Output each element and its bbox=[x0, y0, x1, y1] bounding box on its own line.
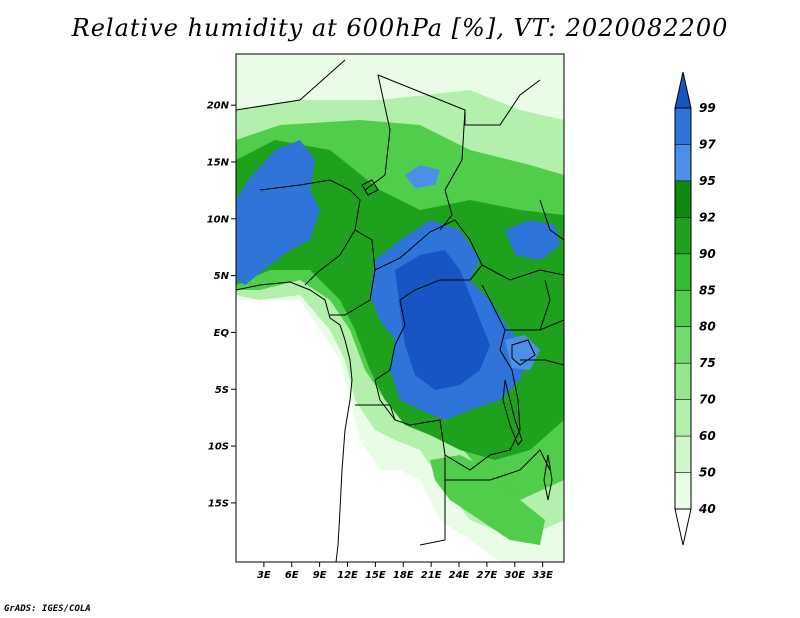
lon-tick-label: 27E bbox=[477, 570, 498, 581]
border-sudan-ethiopia bbox=[465, 79, 564, 241]
colorbar-segment bbox=[675, 290, 691, 327]
colorbar-segment bbox=[675, 253, 691, 291]
lon-tick-label: 12E bbox=[337, 570, 358, 581]
rh-region-95-southeast bbox=[505, 335, 540, 370]
colorbar-label: 75 bbox=[699, 356, 716, 370]
colorbar-label: 40 bbox=[698, 502, 716, 516]
border-algeria-niger bbox=[236, 59, 346, 111]
lat-tick-label: 20N bbox=[207, 101, 230, 112]
country-borders bbox=[236, 59, 564, 562]
colorbar-label: 90 bbox=[699, 247, 716, 261]
colorbar-label: 70 bbox=[699, 393, 716, 407]
colorbar-max-triangle bbox=[674, 71, 692, 109]
lake-chad bbox=[361, 179, 379, 196]
colorbar-min-triangle bbox=[674, 508, 692, 546]
lat-tick-label: 5N bbox=[214, 271, 230, 282]
lat-tick-label: EQ bbox=[214, 328, 230, 339]
lake-malawi bbox=[543, 454, 553, 501]
colorbar-label: 60 bbox=[699, 429, 716, 443]
lake-tanganyika bbox=[502, 379, 523, 446]
map-panel bbox=[236, 54, 564, 562]
colorbar-label: 85 bbox=[699, 283, 716, 297]
lon-tick-label: 3E bbox=[257, 570, 271, 581]
lat-tick-label: 15N bbox=[207, 157, 230, 168]
lat-tick-label: 5S bbox=[215, 385, 229, 396]
colorbar-segment bbox=[675, 436, 691, 473]
border-zambia bbox=[445, 449, 551, 481]
colorbar: 40 50 60 70 75 80 85 90 92 95 97 99 bbox=[674, 71, 716, 546]
lon-tick-label: 6E bbox=[285, 570, 299, 581]
colorbar-label: 50 bbox=[699, 466, 716, 480]
lon-tick-label: 15E bbox=[365, 570, 386, 581]
colorbar-segment bbox=[675, 180, 691, 218]
border-drc bbox=[374, 284, 521, 471]
border-car bbox=[374, 219, 483, 301]
chart-title: Relative humidity at 600hPa [%], VT: 202… bbox=[71, 14, 729, 42]
grads-credit: GrADS: IGES/COLA bbox=[4, 604, 91, 614]
colorbar-label: 97 bbox=[699, 137, 716, 151]
border-cameroon bbox=[330, 229, 376, 316]
rh-region-80-south bbox=[430, 455, 545, 545]
border-angola bbox=[355, 404, 446, 546]
border-nigeria bbox=[259, 179, 361, 286]
rh-region-95-east bbox=[505, 220, 560, 260]
longitude-axis: 3E 6E 9E 12E 15E 18E 21E 24E 27E 30E 33E bbox=[257, 562, 553, 581]
lat-tick-label: 10N bbox=[207, 214, 230, 225]
lon-tick-label: 30E bbox=[504, 570, 525, 581]
rh-region-95-west bbox=[236, 140, 320, 285]
lat-tick-label: 15S bbox=[208, 498, 229, 509]
colorbar-label: 95 bbox=[699, 174, 716, 188]
lon-tick-label: 21E bbox=[421, 570, 442, 581]
lon-tick-label: 24E bbox=[449, 570, 470, 581]
colorbar-segment bbox=[675, 108, 691, 145]
colorbar-segment bbox=[675, 363, 691, 400]
border-sudan-chad bbox=[439, 109, 466, 231]
rh-region-99-central bbox=[395, 250, 490, 390]
colorbar-segment bbox=[675, 326, 691, 364]
map-frame bbox=[235, 53, 565, 563]
colorbar-segment bbox=[675, 217, 691, 254]
lake-victoria bbox=[511, 339, 536, 366]
lon-tick-label: 9E bbox=[313, 570, 327, 581]
rh-region-95-north bbox=[405, 165, 440, 188]
colorbar-label: 80 bbox=[699, 320, 716, 334]
colorbar-label: 92 bbox=[699, 210, 716, 224]
coastline bbox=[236, 281, 353, 562]
colorbar-label: 99 bbox=[699, 101, 716, 115]
border-east-africa bbox=[481, 264, 564, 366]
colorbar-segment bbox=[675, 399, 691, 437]
lat-tick-label: 10S bbox=[208, 442, 229, 453]
lon-tick-label: 33E bbox=[532, 570, 553, 581]
latitude-axis: 20N 15N 10N 5N EQ 5S 10S 15S bbox=[207, 101, 236, 509]
border-niger-chad bbox=[364, 74, 391, 191]
colorbar-segment bbox=[675, 472, 691, 509]
colorbar-segment bbox=[675, 144, 691, 181]
lon-tick-label: 18E bbox=[393, 570, 414, 581]
